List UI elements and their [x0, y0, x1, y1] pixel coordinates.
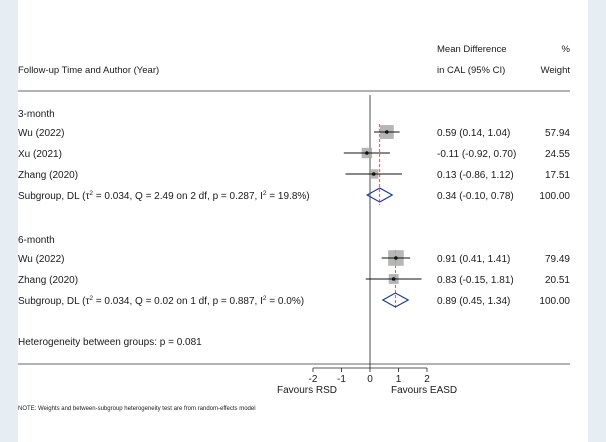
favours-left-label: Favours RSD — [277, 385, 337, 396]
study-label: Zhang (2020) — [18, 275, 78, 286]
study-label: Wu (2022) — [18, 128, 65, 139]
study-ci-text: 0.13 (-0.86, 1.12) — [437, 170, 514, 181]
subgroup-weight-text: 100.00 — [539, 191, 570, 202]
study-ci-text: 0.59 (0.14, 1.04) — [437, 128, 510, 139]
weight-column-header-line2: Weight — [541, 65, 571, 76]
x-tick-label: 0 — [367, 374, 373, 385]
x-tick-label: 2 — [424, 374, 430, 385]
subgroup-diamond — [365, 187, 394, 203]
study-point-estimate — [391, 277, 396, 281]
study-column-header: Follow-up Time and Author (Year) — [18, 65, 159, 76]
group-label-6-month: 6-month — [18, 235, 55, 246]
plot-marks — [343, 95, 422, 368]
study-point-estimate — [385, 130, 389, 134]
study-weight-text: 20.51 — [545, 275, 570, 286]
heterogeneity-text: Heterogeneity between groups: p = 0.081 — [18, 337, 202, 348]
x-tick-label: -2 — [309, 374, 318, 385]
weight-column-header-line1: % — [562, 44, 571, 55]
study-label: Zhang (2020) — [18, 170, 78, 181]
study-label: Xu (2021) — [18, 149, 62, 160]
subgroup-label: Subgroup, DL (τ2 = 0.034, Q = 2.49 on 2 … — [18, 190, 310, 202]
effect-column-header-line1: Mean Difference — [437, 44, 507, 55]
subgroup-ci-text: 0.89 (0.45, 1.34) — [437, 296, 510, 307]
x-tick-label: -1 — [337, 374, 346, 385]
study-point-estimate — [371, 172, 376, 176]
footnote: NOTE: Weights and between-subgroup heter… — [18, 406, 256, 412]
study-weight-text: 57.94 — [545, 128, 570, 139]
study-weight-text: 24.55 — [545, 149, 570, 160]
subgroup-weight-text: 100.00 — [539, 296, 570, 307]
x-axis-ticks: -2 -1 0 1 2 — [309, 368, 430, 385]
study-label: Wu (2022) — [18, 254, 65, 265]
x-tick-label: 1 — [396, 374, 402, 385]
subgroup-ci-text: 0.34 (-0.10, 0.78) — [437, 191, 514, 202]
study-ci-text: 0.83 (-0.15, 1.81) — [437, 275, 514, 286]
plot-panel: Follow-up Time and Author (Year) Mean Di… — [18, 0, 588, 442]
favours-right-label: Favours EASD — [391, 385, 457, 396]
subgroup-label: Subgroup, DL (τ2 = 0.034, Q = 0.02 on 1 … — [18, 295, 304, 307]
study-ci-text: -0.11 (-0.92, 0.70) — [437, 149, 516, 160]
study-point-estimate — [394, 256, 398, 260]
effect-column-header-line2: in CAL (95% CI) — [437, 65, 505, 76]
subgroup-diamond — [381, 292, 410, 308]
study-ci-text: 0.91 (0.41, 1.41) — [437, 254, 510, 265]
study-weight-text: 79.49 — [545, 254, 570, 265]
group-label-3-month: 3-month — [18, 109, 55, 120]
study-weight-text: 17.51 — [545, 170, 570, 181]
forest-plot: Follow-up Time and Author (Year) Mean Di… — [18, 44, 571, 412]
study-point-estimate — [365, 151, 369, 155]
